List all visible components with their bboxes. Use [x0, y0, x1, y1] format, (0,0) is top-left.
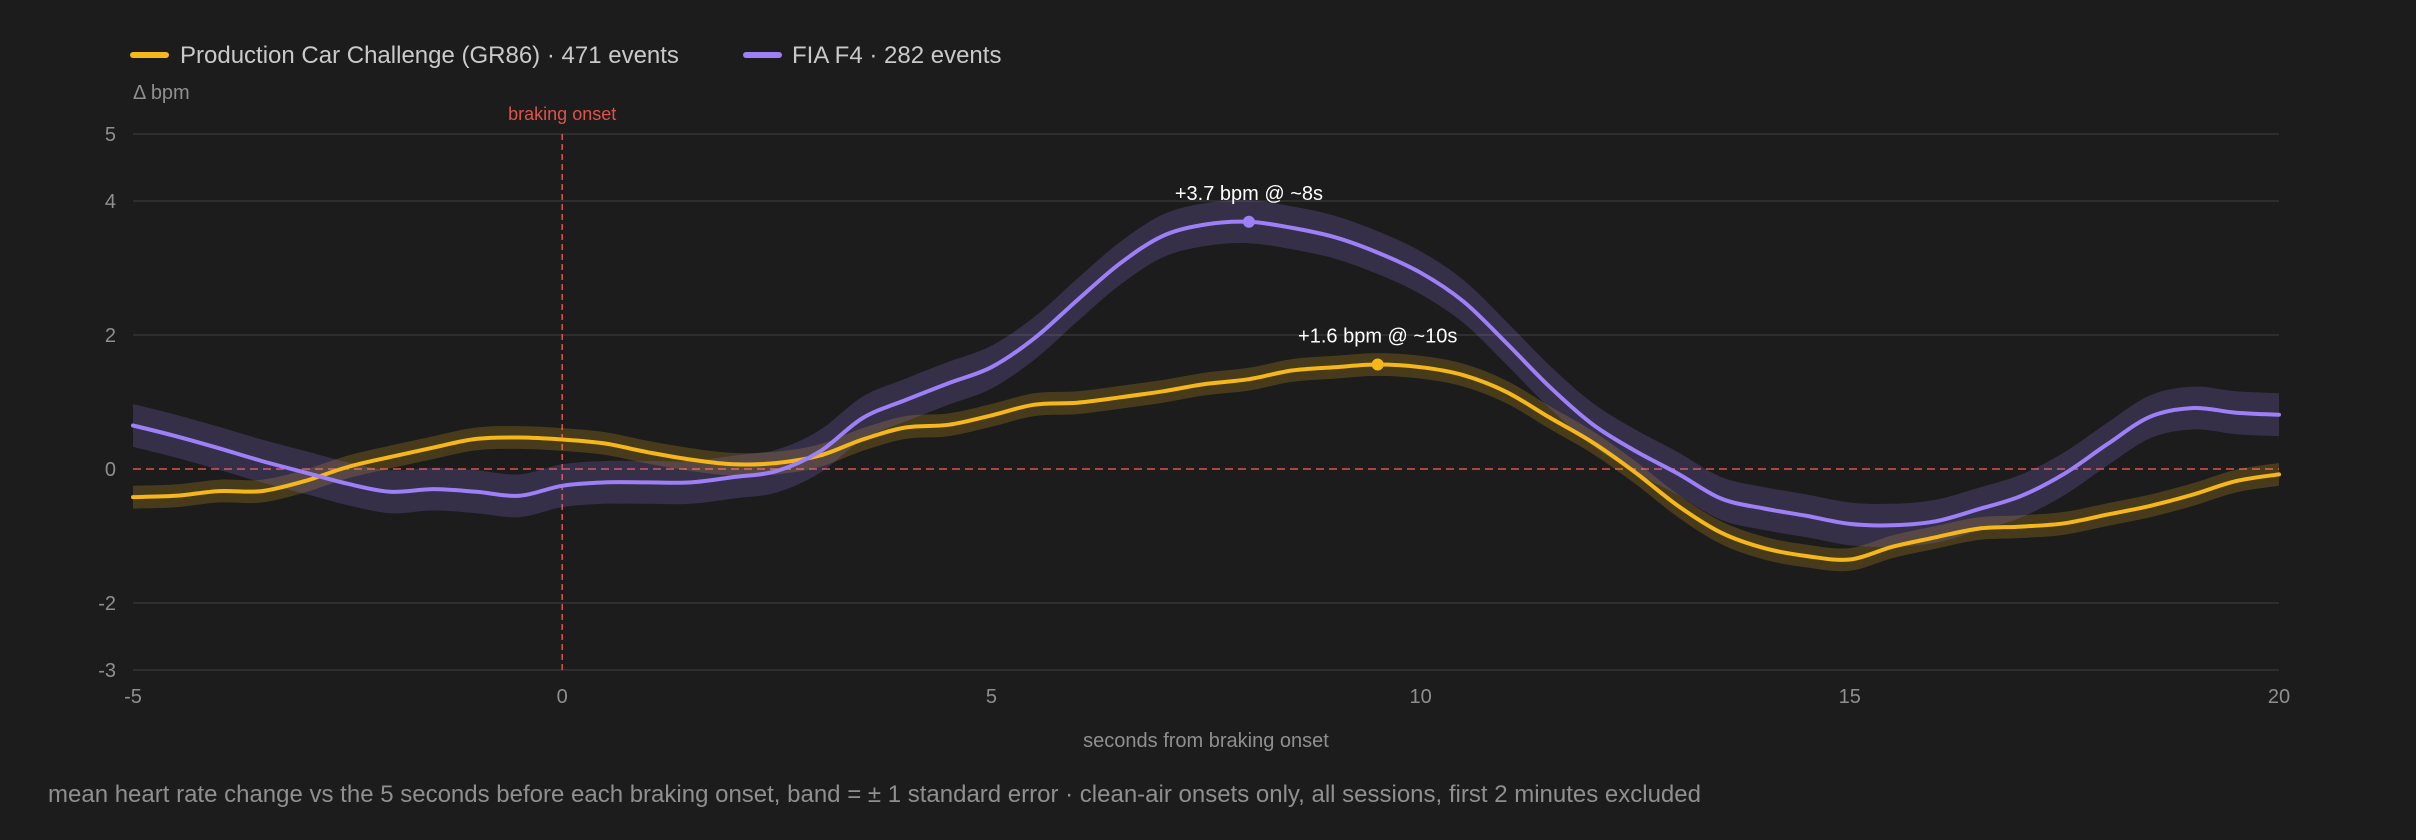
y-tick-label: 2 [105, 325, 116, 347]
legend-item-f4[interactable]: FIA F4 · 282 events [743, 42, 1001, 69]
y-tick-label: 5 [105, 124, 116, 146]
annotations: +3.7 bpm @ ~8s +1.6 bpm @ ~10s [1175, 183, 1457, 371]
peak-label-f4: +3.7 bpm @ ~8s [1175, 183, 1323, 205]
x-tick-label: 20 [2268, 686, 2290, 708]
y-tick-label: 4 [105, 191, 116, 213]
series-line-gr86 [131, 362, 2281, 562]
braking-onset-label: braking onset [508, 104, 616, 124]
legend-item-gr86[interactable]: Production Car Challenge (GR86) · 471 ev… [130, 42, 679, 69]
x-tick-label: 5 [986, 686, 997, 708]
x-tick-label: 0 [557, 686, 568, 708]
reference-lines: braking onset [133, 104, 2279, 670]
peak-label-gr86: +1.6 bpm @ ~10s [1298, 325, 1457, 347]
x-tick-label: 15 [1839, 686, 1861, 708]
grid-lines [133, 133, 2279, 671]
legend: Production Car Challenge (GR86) · 471 ev… [130, 42, 1001, 69]
series-line-f4 [131, 219, 2281, 528]
y-axis-label: Δ bpm [133, 82, 190, 104]
y-tick-label: -2 [98, 593, 116, 615]
y-tick-label: -3 [98, 660, 116, 682]
peak-marker-f4 [1242, 215, 1255, 228]
chart-footnote: mean heart rate change vs the 5 seconds … [48, 781, 1701, 808]
y-tick-labels: 5 4 2 0 -2 -3 [98, 124, 116, 682]
x-axis-label: seconds from braking onset [1083, 730, 1329, 752]
x-tick-label: 10 [1409, 686, 1431, 708]
x-tick-label: -5 [124, 686, 142, 708]
x-tick-labels: -5 0 5 10 15 20 [124, 686, 2290, 708]
series-lines [131, 219, 2281, 562]
legend-label-gr86: Production Car Challenge (GR86) · 471 ev… [180, 42, 679, 69]
peak-marker-gr86 [1371, 358, 1384, 371]
y-tick-label: 0 [105, 459, 116, 481]
legend-label-f4: FIA F4 · 282 events [792, 42, 1001, 69]
